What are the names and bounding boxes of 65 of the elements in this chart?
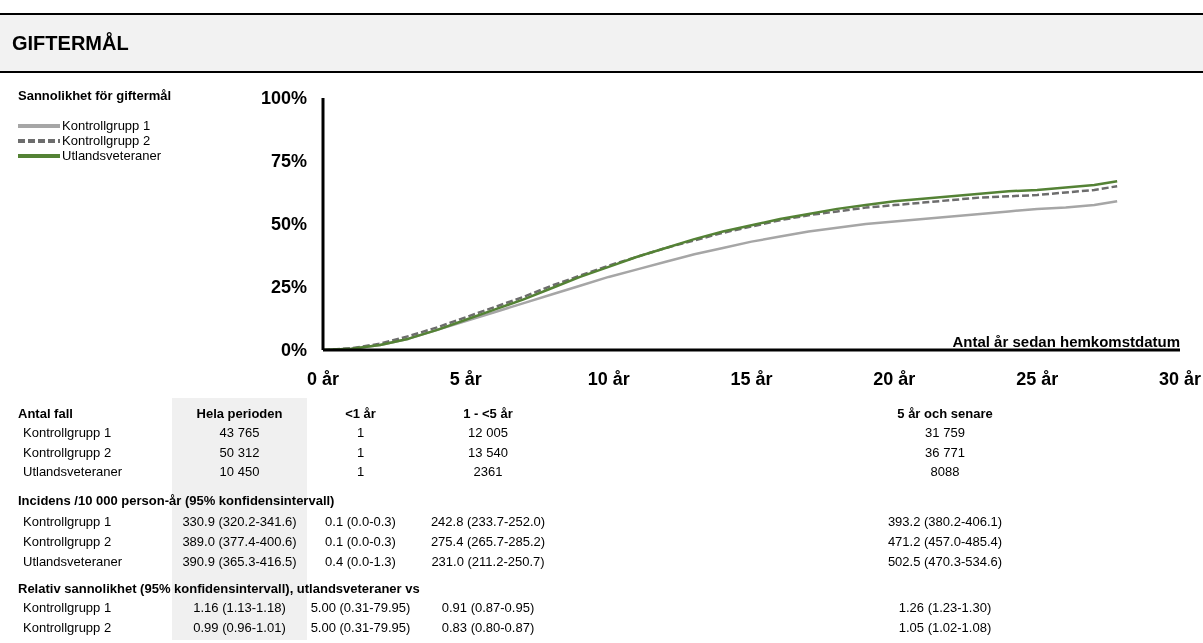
text: Kontrollgrupp 1 xyxy=(23,600,113,615)
text: Antal fall xyxy=(18,406,74,421)
text: Kontrollgrupp 2 xyxy=(23,534,113,549)
legend-label: Utlandsveteraner xyxy=(62,148,161,163)
legend-label: Kontrollgrupp 1 xyxy=(62,118,151,133)
text: 1 - <5 år xyxy=(462,406,514,421)
x-tick-label: 30 år xyxy=(1158,368,1202,389)
x-tick-label: 10 år xyxy=(587,368,630,389)
text: 1 xyxy=(355,464,366,479)
text: 13 540 xyxy=(467,445,509,460)
text: 390.9 (365.3-416.5) xyxy=(181,554,298,569)
x-tick-label: 20 år xyxy=(873,368,916,389)
text: Incidens /10 000 person-år (95% konfidensintervall) xyxy=(18,493,336,508)
y-tick-label: 25% xyxy=(270,277,307,298)
text: Kontrollgrupp 1 xyxy=(23,514,113,529)
text: Kontrollgrupp 2 xyxy=(23,445,113,460)
text: 5.00 (0.31-79.95) xyxy=(309,620,412,635)
text: Utlandsveteraner xyxy=(23,554,123,569)
text: 231.0 (211.2-250.7) xyxy=(430,554,546,569)
text: 5.00 (0.31-79.95) xyxy=(309,600,412,615)
x-tick-label: 25 år xyxy=(1016,368,1059,389)
text: 0.99 (0.96-1.01) xyxy=(192,620,287,635)
legend-title: Sannolikhet för giftermål xyxy=(18,88,173,104)
y-tick-label: 100% xyxy=(260,88,307,109)
y-tick-label: 50% xyxy=(270,214,307,235)
text: 43 765 xyxy=(218,425,261,440)
text: Relativ sannolikhet (95% konfidensintervall), utlandsveteraner vs xyxy=(18,581,421,596)
text: 275.4 (265.7-285.2) xyxy=(429,534,547,549)
text: 31 759 xyxy=(924,425,966,440)
text: 0.91 (0.87-0.95) xyxy=(440,600,536,615)
text: <1 år xyxy=(344,406,377,421)
legend-label: Kontrollgrupp 2 xyxy=(62,133,151,148)
text: 330.9 (320.2-341.6) xyxy=(181,514,298,529)
text: 36 771 xyxy=(924,445,966,460)
text: 1.26 (1.23-1.30) xyxy=(897,600,993,615)
text: 1.16 (1.13-1.18) xyxy=(192,600,287,615)
text: 471.2 (457.0-485.4) xyxy=(886,534,1004,549)
text: 0.1 (0.0-0.3) xyxy=(324,534,397,549)
text: 12 005 xyxy=(467,425,509,440)
text: 0.1 (0.0-0.3) xyxy=(324,514,397,529)
text: 0.4 (0.0-1.3) xyxy=(324,554,397,569)
text: Kontrollgrupp 1 xyxy=(23,425,113,440)
x-tick-label: 5 år xyxy=(449,368,482,389)
text: GIFTERMÅL xyxy=(12,32,129,55)
text: Utlandsveteraner xyxy=(23,464,123,479)
text: 50 312 xyxy=(218,445,261,460)
text: 8088 xyxy=(929,464,961,479)
text: 5 år och senare xyxy=(896,406,994,421)
text: 2361 xyxy=(472,464,504,479)
text: 389.0 (377.4-400.6) xyxy=(181,534,298,549)
text: 1.05 (1.02-1.08) xyxy=(897,620,993,635)
y-tick-label: 0% xyxy=(280,340,307,361)
x-tick-label: 0 år xyxy=(306,368,340,389)
text: 10 450 xyxy=(218,464,261,479)
text: 242.8 (233.7-252.0) xyxy=(429,514,547,529)
text: 0.83 (0.80-0.87) xyxy=(440,620,536,635)
y-tick-label: 75% xyxy=(270,151,307,172)
x-axis-title: Antal år sedan hemkomstdatum xyxy=(952,333,1180,350)
text: 502.5 (470.3-534.6) xyxy=(886,554,1004,569)
text: 1 xyxy=(355,425,366,440)
x-tick-label: 15 år xyxy=(730,368,773,389)
text: 393.2 (380.2-406.1) xyxy=(886,514,1004,529)
text: Kontrollgrupp 2 xyxy=(23,620,113,635)
text: Hela perioden xyxy=(195,406,284,421)
text: 1 xyxy=(355,445,366,460)
